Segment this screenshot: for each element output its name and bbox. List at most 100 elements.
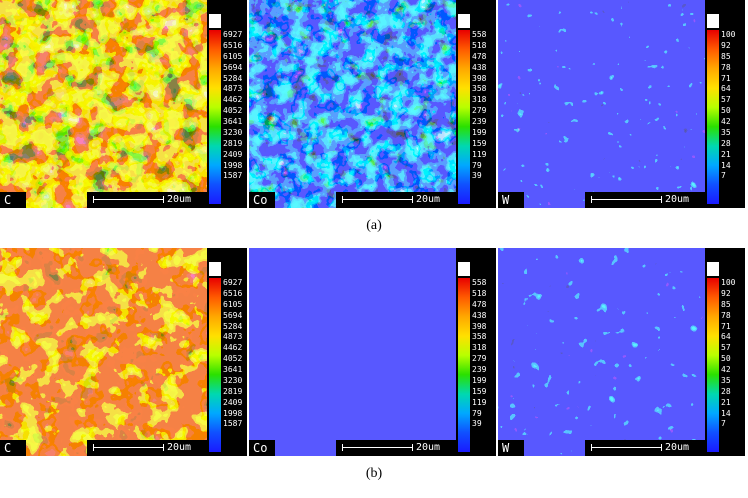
colorbar-tick-label: 2409: [223, 397, 243, 407]
tungsten-map-a: W 20um: [498, 0, 705, 208]
colorbar-tick-label: 1998: [223, 160, 243, 170]
colorbar-tick-label: 21: [721, 149, 731, 159]
element-label-co: Co: [249, 192, 275, 208]
carbon-map-b: C 20um: [0, 248, 207, 456]
colorbar-tick-label: 14: [721, 408, 731, 418]
colorbar-tick-label: 6927: [223, 278, 243, 287]
cobalt-map-texture: [249, 0, 456, 208]
colorbar-tick-label: 478: [472, 51, 487, 61]
colorbar-tick-label: 4462: [223, 343, 243, 353]
colorbar-tick-label: 85: [721, 299, 731, 309]
colorbar-max-swatch: [209, 262, 221, 276]
colorbar-tick-label: 4052: [223, 106, 243, 116]
colorbar-ticks: 558 518 478 438 398 358 318 279 239 199 159 119 79 39: [472, 30, 496, 204]
colorbar-tick-label: 79: [472, 408, 482, 418]
colorbar-tick-label: 4462: [223, 95, 243, 105]
colorbar-tick-label: 318: [472, 343, 487, 353]
tungsten-map-texture: [498, 248, 705, 456]
colorbar-tick-label: 2409: [223, 149, 243, 159]
eds-panel-b: C 20um 6927 6516 6105 5694 5284 4873 4462 4052 3…: [0, 248, 748, 456]
colorbar-gradient: [458, 30, 470, 204]
colorbar-tick-label: 79: [472, 160, 482, 170]
colorbar-tick-label: 279: [472, 354, 487, 364]
colorbar-tick-label: 159: [472, 138, 487, 148]
colorbar-ticks: 100 92 85 78 71 64 57 50 42 35 28 21 14 7: [721, 30, 745, 204]
element-label-co: Co: [249, 440, 275, 456]
colorbar-tick-label: 42: [721, 117, 731, 126]
colorbar-tick-label: 64: [721, 84, 731, 94]
colorbar-max-swatch: [458, 14, 470, 28]
colorbar-tick-label: 558: [472, 278, 487, 287]
eds-panel-a: C 20um 6927 6516 6105 5694 5284 4873 4462 4052 3…: [0, 0, 748, 208]
colorbar-tick-label: 92: [721, 40, 731, 50]
colorbar-max-swatch: [707, 262, 719, 276]
colorbar-tick-label: 358: [472, 332, 487, 342]
colorbar-tick-label: 1587: [223, 419, 243, 429]
tungsten-map-texture: [498, 0, 705, 208]
colorbar-tick-label: 57: [721, 95, 731, 105]
element-label-c: C: [0, 440, 26, 456]
colorbar-tick-label: 85: [721, 51, 731, 61]
colorbar-tick-label: 438: [472, 310, 487, 320]
colorbar-tick-label: 1998: [223, 408, 243, 418]
colorbar-tick-label: 71: [721, 73, 731, 83]
colorbar-tick-label: 2819: [223, 138, 243, 148]
colorbar-tick-label: 159: [472, 386, 487, 396]
scale-bar-label: 20um: [167, 194, 192, 205]
colorbar-tick-label: 100: [721, 30, 736, 39]
colorbar-tick-label: 3230: [223, 375, 243, 385]
colorbar-tick-label: 199: [472, 375, 487, 385]
colorbar-tick-label: 398: [472, 321, 487, 331]
cobalt-map-b: Co 20um: [249, 248, 456, 456]
colorbar-gradient: [458, 278, 470, 452]
colorbar-tick-label: 6516: [223, 288, 243, 298]
element-label-c: C: [0, 192, 26, 208]
colorbar-tick-label: 478: [472, 299, 487, 309]
colorbar-tungsten-a: 100 92 85 78 71 64 57 50 42 35 28 21 14 7: [705, 0, 745, 208]
colorbar-tick-label: 4052: [223, 354, 243, 364]
colorbar-tick-label: 518: [472, 288, 487, 298]
tungsten-map-b: W 20um: [498, 248, 705, 456]
colorbar-carbon-a: 6927 6516 6105 5694 5284 4873 4462 4052 3641 3230…: [207, 0, 247, 208]
colorbar-tick-label: 438: [472, 62, 487, 72]
colorbar-tick-label: 5284: [223, 321, 243, 331]
colorbar-tick-label: 35: [721, 127, 731, 137]
colorbar-tick-label: 7: [721, 419, 726, 429]
carbon-map-texture: [0, 248, 207, 456]
colorbar-tick-label: 3230: [223, 127, 243, 137]
carbon-map-a: C 20um: [0, 0, 207, 208]
colorbar-tick-label: 199: [472, 127, 487, 137]
scale-bar-label: 20um: [416, 194, 441, 205]
colorbar-max-swatch: [707, 14, 719, 28]
scale-bar: 20um: [87, 192, 207, 208]
colorbar-tick-label: 14: [721, 160, 731, 170]
colorbar-tick-label: 5694: [223, 62, 243, 72]
colorbar-tick-label: 4873: [223, 84, 243, 94]
colorbar-tick-label: 35: [721, 375, 731, 385]
colorbar-tick-label: 398: [472, 73, 487, 83]
colorbar-tick-label: 558: [472, 30, 487, 39]
colorbar-tick-label: 28: [721, 386, 731, 396]
colorbar-tick-label: 6105: [223, 51, 243, 61]
colorbar-tick-label: 21: [721, 397, 731, 407]
scale-bar: 20um: [87, 440, 207, 456]
colorbar-tick-label: 2819: [223, 386, 243, 396]
colorbar-cobalt-b: 558 518 478 438 398 358 318 279 239 199 159 119 79 39: [456, 248, 496, 456]
colorbar-tick-label: 6516: [223, 40, 243, 50]
colorbar-cobalt-a: 558 518 478 438 398 358 318 279 239 199 159 119 79 39: [456, 0, 496, 208]
colorbar-tick-label: 4873: [223, 332, 243, 342]
scale-bar: 20um: [585, 440, 705, 456]
colorbar-ticks: 6927 6516 6105 5694 5284 4873 4462 4052 3641 3230…: [223, 30, 247, 204]
colorbar-tick-label: 119: [472, 397, 487, 407]
carbon-map-texture: [0, 0, 207, 208]
element-label-w: W: [498, 440, 524, 456]
colorbar-tick-label: 518: [472, 40, 487, 50]
colorbar-tick-label: 78: [721, 310, 731, 320]
colorbar-max-swatch: [209, 14, 221, 28]
colorbar-tick-label: 5284: [223, 73, 243, 83]
colorbar-tick-label: 279: [472, 106, 487, 116]
colorbar-tick-label: 42: [721, 365, 731, 374]
colorbar-gradient: [707, 278, 719, 452]
scale-bar-label: 20um: [167, 442, 192, 453]
colorbar-tick-label: 50: [721, 354, 731, 364]
